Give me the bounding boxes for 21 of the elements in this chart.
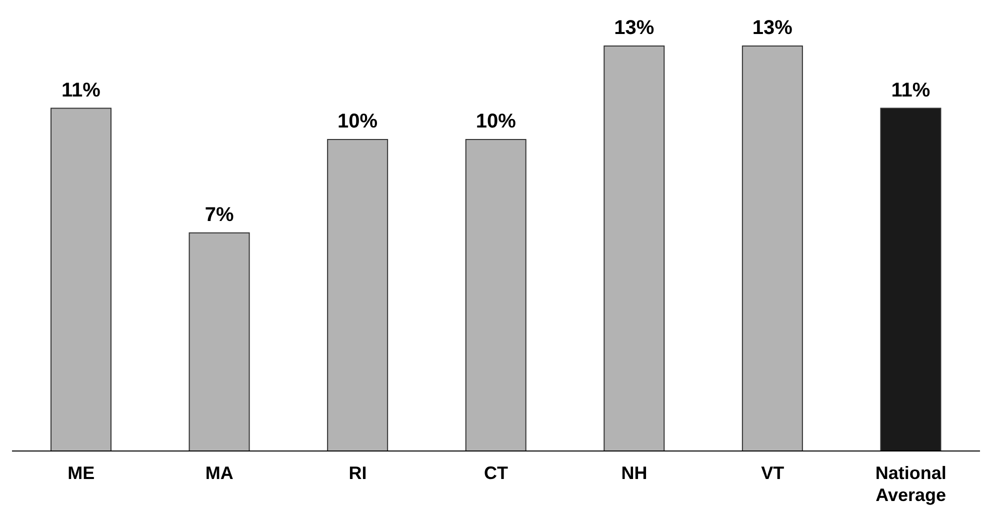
x-tick-label: MA [205,463,234,483]
x-tick-label: VT [761,463,784,483]
bar [465,138,526,452]
bar [742,46,803,452]
bar [880,108,942,452]
bar [188,232,250,452]
data-label: 13% [614,17,654,39]
bar [604,46,665,452]
data-label: 7% [204,204,234,226]
x-tick-label: NH [621,463,648,483]
data-label: 13% [752,17,793,39]
data-label: 11% [62,79,101,102]
bar [327,138,388,452]
x-tick-label: ME [68,463,95,483]
bar [50,108,112,452]
x-tick-label: CT [484,463,508,483]
data-label: 10% [476,110,516,132]
x-tick-label: RI [348,463,367,483]
data-label: 10% [338,110,378,132]
x-tick-label: National Average [875,463,946,505]
data-label: 11% [891,79,930,102]
